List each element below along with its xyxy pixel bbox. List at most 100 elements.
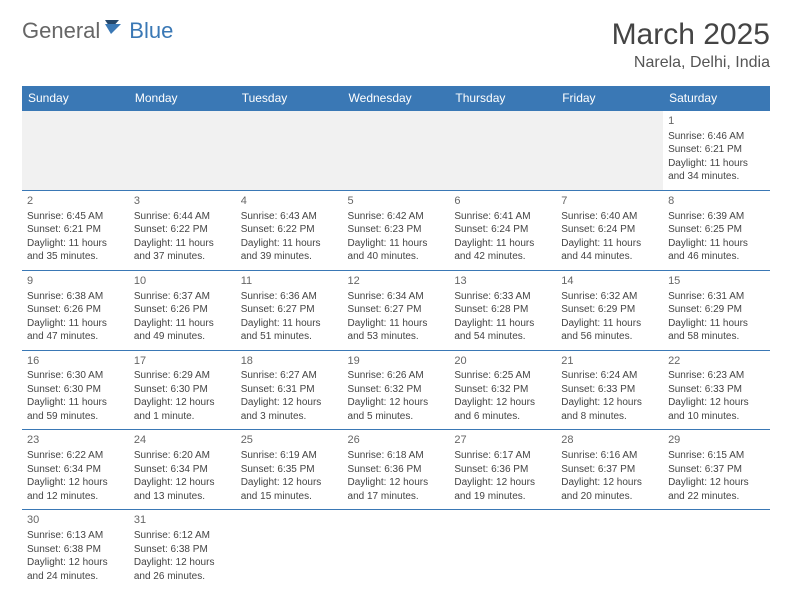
day-number: 19 (348, 354, 445, 369)
daylight-text: Daylight: 11 hours and 35 minutes. (27, 237, 124, 264)
daylight-text: Daylight: 11 hours and 56 minutes. (561, 317, 658, 344)
calendar-day-cell: 13Sunrise: 6:33 AMSunset: 6:28 PMDayligh… (449, 270, 556, 350)
calendar-day-cell: 11Sunrise: 6:36 AMSunset: 6:27 PMDayligh… (236, 270, 343, 350)
calendar-day-cell (556, 510, 663, 589)
header: General Blue March 2025 Narela, Delhi, I… (22, 18, 770, 72)
sunrise-text: Sunrise: 6:38 AM (27, 290, 124, 304)
sunrise-text: Sunrise: 6:24 AM (561, 369, 658, 383)
sunrise-text: Sunrise: 6:45 AM (27, 210, 124, 224)
day-number: 2 (27, 194, 124, 209)
calendar-day-cell (22, 111, 129, 191)
sunrise-text: Sunrise: 6:12 AM (134, 529, 231, 543)
sunset-text: Sunset: 6:22 PM (241, 223, 338, 237)
sunset-text: Sunset: 6:30 PM (27, 383, 124, 397)
day-number: 6 (454, 194, 551, 209)
weekday-header: Tuesday (236, 86, 343, 111)
daylight-text: Daylight: 11 hours and 34 minutes. (668, 157, 765, 184)
calendar-day-cell (449, 510, 556, 589)
daylight-text: Daylight: 12 hours and 19 minutes. (454, 476, 551, 503)
daylight-text: Daylight: 11 hours and 42 minutes. (454, 237, 551, 264)
calendar-week-row: 16Sunrise: 6:30 AMSunset: 6:30 PM Dayligh… (22, 350, 770, 430)
calendar-week-row: 30Sunrise: 6:13 AMSunset: 6:38 PMDayligh… (22, 510, 770, 589)
sunrise-text: Sunrise: 6:20 AM (134, 449, 231, 463)
daylight-text: Daylight: 11 hours and 46 minutes. (668, 237, 765, 264)
sunrise-text: Sunrise: 6:46 AM (668, 130, 765, 144)
day-number: 16 (27, 354, 124, 369)
calendar-day-cell: 20Sunrise: 6:25 AMSunset: 6:32 PMDayligh… (449, 350, 556, 430)
calendar-day-cell: 27Sunrise: 6:17 AMSunset: 6:36 PMDayligh… (449, 430, 556, 510)
sunset-text: Sunset: 6:24 PM (561, 223, 658, 237)
calendar-day-cell (449, 111, 556, 191)
calendar-week-row: 23Sunrise: 6:22 AMSunset: 6:34 PMDayligh… (22, 430, 770, 510)
sunrise-text: Sunrise: 6:31 AM (668, 290, 765, 304)
location: Narela, Delhi, India (612, 54, 770, 72)
sunset-text: Sunset: 6:28 PM (454, 303, 551, 317)
calendar-day-cell (236, 111, 343, 191)
sunrise-text: Sunrise: 6:22 AM (27, 449, 124, 463)
day-number: 9 (27, 274, 124, 289)
sunset-text: Sunset: 6:34 PM (134, 463, 231, 477)
sunset-text: Sunset: 6:29 PM (561, 303, 658, 317)
daylight-text: Daylight: 11 hours and 37 minutes. (134, 237, 231, 264)
sunrise-text: Sunrise: 6:27 AM (241, 369, 338, 383)
sunset-text: Sunset: 6:26 PM (134, 303, 231, 317)
sunrise-text: Sunrise: 6:15 AM (668, 449, 765, 463)
sunrise-text: Sunrise: 6:19 AM (241, 449, 338, 463)
day-number: 3 (134, 194, 231, 209)
sunset-text: Sunset: 6:22 PM (134, 223, 231, 237)
daylight-text: Daylight: 11 hours and 58 minutes. (668, 317, 765, 344)
sunset-text: Sunset: 6:33 PM (561, 383, 658, 397)
sunset-text: Sunset: 6:35 PM (241, 463, 338, 477)
daylight-text: Daylight: 12 hours and 15 minutes. (241, 476, 338, 503)
daylight-text: Daylight: 12 hours and 13 minutes. (134, 476, 231, 503)
daylight-text: Daylight: 11 hours and 44 minutes. (561, 237, 658, 264)
sunrise-text: Sunrise: 6:33 AM (454, 290, 551, 304)
calendar-day-cell: 14Sunrise: 6:32 AMSunset: 6:29 PMDayligh… (556, 270, 663, 350)
sunrise-text: Sunrise: 6:34 AM (348, 290, 445, 304)
calendar-day-cell: 6Sunrise: 6:41 AMSunset: 6:24 PMDaylight… (449, 190, 556, 270)
calendar-day-cell: 8Sunrise: 6:39 AMSunset: 6:25 PMDaylight… (663, 190, 770, 270)
sunset-text: Sunset: 6:31 PM (241, 383, 338, 397)
day-number: 20 (454, 354, 551, 369)
day-number: 25 (241, 433, 338, 448)
day-number: 13 (454, 274, 551, 289)
day-number: 18 (241, 354, 338, 369)
weekday-header: Thursday (449, 86, 556, 111)
sunset-text: Sunset: 6:37 PM (561, 463, 658, 477)
day-number: 11 (241, 274, 338, 289)
sunset-text: Sunset: 6:38 PM (134, 543, 231, 557)
day-number: 15 (668, 274, 765, 289)
daylight-text: Daylight: 12 hours and 24 minutes. (27, 556, 124, 583)
daylight-text: Daylight: 12 hours and 1 minute. (134, 396, 231, 423)
calendar-week-row: 1Sunrise: 6:46 AMSunset: 6:21 PMDaylight… (22, 111, 770, 191)
daylight-text: Daylight: 11 hours and 51 minutes. (241, 317, 338, 344)
sunset-text: Sunset: 6:21 PM (27, 223, 124, 237)
sunrise-text: Sunrise: 6:23 AM (668, 369, 765, 383)
sunrise-text: Sunrise: 6:39 AM (668, 210, 765, 224)
logo-text-blue: Blue (129, 18, 173, 44)
calendar-day-cell: 31Sunrise: 6:12 AMSunset: 6:38 PMDayligh… (129, 510, 236, 589)
calendar-day-cell (663, 510, 770, 589)
sunrise-text: Sunrise: 6:30 AM (27, 369, 124, 383)
day-number: 4 (241, 194, 338, 209)
sunrise-text: Sunrise: 6:43 AM (241, 210, 338, 224)
daylight-text: Daylight: 12 hours and 10 minutes. (668, 396, 765, 423)
page-title: March 2025 (612, 18, 770, 52)
sunset-text: Sunset: 6:29 PM (668, 303, 765, 317)
calendar-day-cell (129, 111, 236, 191)
sunrise-text: Sunrise: 6:18 AM (348, 449, 445, 463)
sunrise-text: Sunrise: 6:29 AM (134, 369, 231, 383)
calendar-day-cell: 2Sunrise: 6:45 AMSunset: 6:21 PMDaylight… (22, 190, 129, 270)
logo-text-general: General (22, 18, 100, 44)
day-number: 1 (668, 114, 765, 129)
calendar-day-cell: 18Sunrise: 6:27 AMSunset: 6:31 PMDayligh… (236, 350, 343, 430)
calendar-day-cell (236, 510, 343, 589)
calendar-day-cell: 26Sunrise: 6:18 AMSunset: 6:36 PMDayligh… (343, 430, 450, 510)
day-number: 24 (134, 433, 231, 448)
daylight-text: Daylight: 11 hours and 39 minutes. (241, 237, 338, 264)
calendar-day-cell: 16Sunrise: 6:30 AMSunset: 6:30 PMDayligh… (22, 350, 129, 430)
calendar-day-cell: 3Sunrise: 6:44 AMSunset: 6:22 PMDaylight… (129, 190, 236, 270)
weekday-header-row: Sunday Monday Tuesday Wednesday Thursday… (22, 86, 770, 111)
day-number: 30 (27, 513, 124, 528)
weekday-header: Wednesday (343, 86, 450, 111)
